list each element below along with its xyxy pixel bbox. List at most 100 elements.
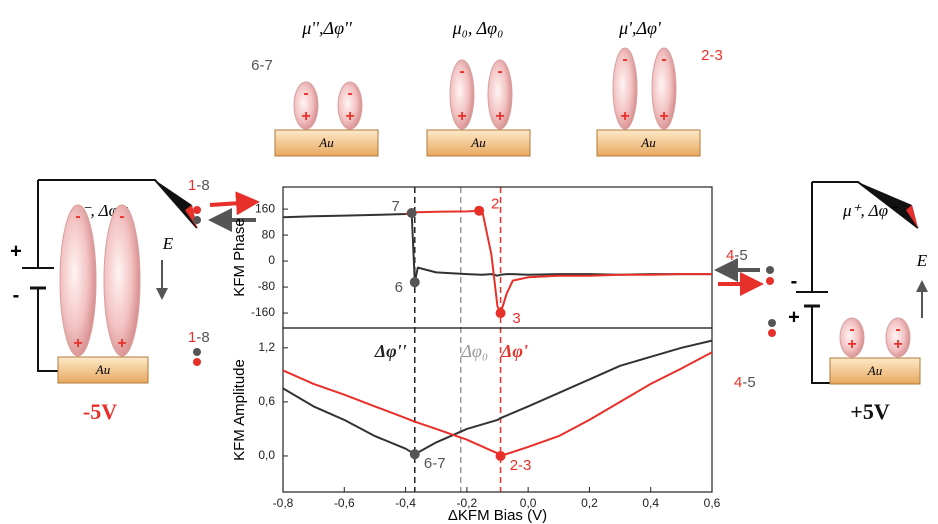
x-tick-label: 0,6 [704, 496, 721, 510]
state-label: μ₀, Δφ₀ [452, 18, 504, 38]
state-number: 1-8 [188, 177, 210, 194]
charge: - [119, 208, 124, 225]
charge: - [661, 51, 666, 68]
y-tick-label: 0,6 [258, 394, 275, 408]
charge: + [301, 108, 310, 125]
polarity: + [10, 240, 22, 262]
dot [768, 329, 776, 337]
dipole [885, 317, 911, 358]
dot [193, 348, 201, 356]
dipole [103, 204, 141, 357]
data-point [495, 308, 506, 319]
diagram-layout [22, 179, 928, 384]
point-label: 6 [395, 279, 403, 296]
wire [811, 182, 830, 384]
field-label: E [162, 234, 174, 253]
y-tick-label: -160 [251, 305, 275, 319]
charge: + [847, 336, 856, 353]
polarity: + [788, 306, 800, 328]
tip [858, 182, 918, 228]
tip-end [906, 205, 918, 228]
charge: + [620, 108, 629, 125]
au-label: Au [867, 363, 883, 378]
y-tick-label: 80 [262, 227, 276, 241]
charge: - [622, 51, 627, 68]
au-slab [596, 129, 701, 157]
state-part: 1 [188, 177, 196, 194]
marker-label: Δφ'' [374, 341, 407, 361]
y-tick-label: 160 [255, 201, 275, 215]
dipole [59, 204, 97, 357]
state-label: μ'',Δφ'' [301, 18, 353, 38]
au-slab [57, 356, 149, 384]
y-tick-label: -80 [258, 279, 276, 293]
y-tick-label: 0,0 [258, 448, 275, 462]
point-label: 2-3 [510, 457, 532, 474]
state-number: 4-5 [726, 247, 748, 264]
plot-frame [282, 327, 713, 493]
x-tick-label: -0,6 [334, 496, 355, 510]
y-axis-label: KFM Phase [231, 218, 248, 296]
y-axis-label: KFM Amplitude [231, 359, 248, 461]
dot [768, 319, 776, 327]
dot [193, 358, 201, 366]
state-label: μ',Δφ' [618, 18, 662, 38]
charge: + [117, 335, 126, 352]
x-tick-label: -0,8 [273, 496, 294, 510]
charge: - [459, 63, 464, 80]
voltage: +5V [850, 399, 890, 424]
state-part: 4 [726, 247, 734, 264]
au-label: Au [640, 135, 656, 150]
dot [193, 206, 201, 214]
polarity: - [13, 284, 20, 306]
dipole [293, 81, 319, 130]
charge: - [347, 85, 352, 102]
data-line [282, 212, 712, 284]
data-point [474, 205, 485, 216]
data-point [495, 450, 506, 461]
charge: - [849, 321, 854, 338]
charge: + [345, 108, 354, 125]
dipole [487, 59, 513, 130]
state-part: -8 [196, 177, 209, 194]
arrow [209, 191, 260, 216]
y-tick-label: 1,2 [258, 340, 275, 354]
dot [193, 216, 201, 224]
data-point [409, 449, 420, 460]
charge: + [495, 108, 504, 125]
marker-label: Δφ' [500, 341, 528, 361]
state-number: 2-3 [701, 47, 723, 64]
dipole [337, 81, 363, 130]
charge: + [893, 336, 902, 353]
point-label: 6-7 [424, 455, 446, 472]
point-label: 2 [491, 196, 499, 213]
state-label: μ⁺, Δφ⁺ [842, 201, 899, 220]
data-line [282, 339, 713, 456]
data-line [405, 209, 712, 315]
marker-label: Δφ₀ [460, 341, 488, 361]
state-part: -5 [742, 374, 755, 391]
x-tick-label: 0,2 [581, 496, 598, 510]
charge: - [75, 208, 80, 225]
state-part: 1 [188, 329, 196, 346]
dipole [612, 47, 638, 130]
data-line [282, 351, 713, 457]
state-number: 6-7 [251, 57, 273, 74]
charge: - [303, 85, 308, 102]
polarity: - [791, 270, 798, 292]
data-point [409, 277, 420, 288]
au-label: Au [95, 362, 111, 377]
au-slab [274, 129, 379, 157]
x-tick-label: 0,4 [642, 496, 659, 510]
charge: + [73, 335, 82, 352]
x-tick-label: 0,0 [520, 496, 537, 510]
state-part: -8 [196, 329, 209, 346]
charge: - [497, 63, 502, 80]
wire [37, 180, 58, 372]
point-label: 3 [512, 310, 520, 327]
y-tick-label: 0 [268, 253, 275, 267]
tip [155, 180, 197, 228]
charge: - [895, 321, 900, 338]
x-tick-label: -0,2 [457, 496, 478, 510]
